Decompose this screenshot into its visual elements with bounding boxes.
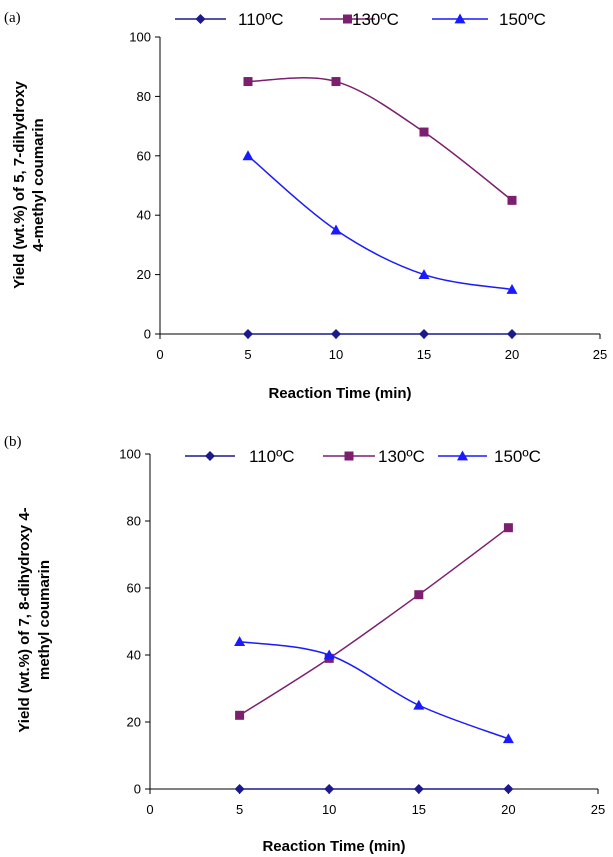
series-3	[242, 150, 518, 294]
legend-marker	[454, 13, 466, 24]
y-tick-label: 0	[134, 782, 141, 797]
data-point	[234, 636, 246, 646]
data-point	[502, 733, 514, 744]
x-axis-title: Reaction Time (min)	[262, 838, 405, 855]
data-point	[331, 329, 341, 339]
data-point	[234, 784, 245, 794]
panel-label: (a)	[4, 10, 21, 26]
series-1	[234, 784, 514, 794]
y-axis-title: Yield (wt.%) of 5, 7-dihydroxy	[11, 80, 28, 288]
series-line	[239, 527, 509, 716]
y-axis-title: methyl coumarin	[36, 560, 53, 680]
legend-label: 130ºC	[352, 10, 399, 29]
series-line	[239, 640, 509, 740]
legend-marker	[344, 451, 354, 461]
data-point	[507, 329, 517, 339]
data-point	[414, 590, 424, 600]
series-2	[235, 523, 513, 720]
data-point	[324, 784, 335, 794]
y-tick-label: 100	[119, 447, 141, 462]
series-2	[243, 77, 517, 205]
data-point	[419, 127, 429, 137]
y-tick-label: 40	[137, 208, 151, 223]
chart-panel-1: (a) 0 20 40 60 80 100 0 5 10 15 20 25 Reaction Time (…	[4, 10, 607, 402]
y-axis-title: Yield (wt.%) of 7, 8-dihydroxy 4-	[16, 507, 33, 732]
data-point	[330, 224, 342, 235]
chart-panel-2: (b) 0 20 40 60 80 100 0 5 10 15 20 25 Reaction Time (…	[4, 434, 605, 855]
legend-label: 130ºC	[378, 447, 425, 466]
x-tick-label: 15	[412, 802, 426, 817]
series-line	[247, 155, 513, 291]
legend-marker	[457, 450, 468, 461]
data-point	[235, 710, 245, 720]
data-point	[331, 77, 341, 87]
y-tick-label: 40	[127, 648, 141, 663]
y-tick-label: 80	[137, 89, 151, 104]
data-point	[418, 269, 430, 279]
data-point	[323, 649, 335, 660]
y-tick-label: 0	[144, 327, 151, 342]
legend-item-3: 150ºC	[432, 10, 546, 29]
legend-item-2: 130ºC	[323, 447, 425, 466]
data-point	[419, 329, 429, 339]
y-tick-label: 80	[127, 514, 141, 529]
legend-label: 150ºC	[499, 10, 546, 29]
data-point	[506, 283, 518, 294]
y-tick-label: 60	[127, 581, 141, 596]
legend-label: 110ºC	[238, 10, 284, 29]
series-3	[234, 636, 514, 744]
x-axis-title: Reaction Time (min)	[268, 385, 411, 402]
y-tick-label: 100	[129, 30, 151, 45]
legend-item-2: 130ºC	[320, 10, 399, 29]
x-tick-label: 20	[501, 802, 515, 817]
y-tick-label: 20	[127, 715, 141, 730]
series-1	[243, 329, 517, 339]
series-line	[247, 77, 513, 201]
data-point	[243, 329, 253, 339]
legend-marker	[343, 14, 352, 24]
legend-item-3: 150ºC	[438, 447, 541, 466]
legend-label: 110ºC	[249, 447, 295, 466]
x-tick-label: 10	[329, 347, 343, 362]
data-point	[507, 195, 517, 205]
legend-item-1: 110ºC	[175, 10, 284, 29]
legend-item-1: 110ºC	[185, 447, 295, 466]
x-tick-label: 25	[591, 802, 605, 817]
x-tick-label: 0	[146, 802, 153, 817]
x-tick-label: 10	[322, 802, 336, 817]
x-tick-label: 25	[593, 347, 607, 362]
legend-marker	[205, 451, 215, 461]
x-tick-label: 20	[505, 347, 519, 362]
data-point	[503, 523, 513, 533]
y-tick-label: 60	[137, 148, 151, 163]
x-tick-label: 15	[417, 347, 431, 362]
x-tick-label: 5	[244, 347, 251, 362]
data-point	[413, 699, 425, 710]
data-point	[503, 784, 514, 794]
data-point	[413, 784, 424, 794]
y-tick-label: 20	[137, 267, 151, 282]
x-tick-label: 5	[236, 802, 243, 817]
data-point	[243, 77, 253, 87]
panel-label: (b)	[4, 434, 22, 450]
y-axis-title: 4-methyl coumarin	[30, 118, 47, 251]
legend-label: 150ºC	[494, 447, 541, 466]
legend-marker	[195, 14, 206, 24]
data-point	[242, 150, 254, 161]
x-tick-label: 0	[156, 347, 163, 362]
